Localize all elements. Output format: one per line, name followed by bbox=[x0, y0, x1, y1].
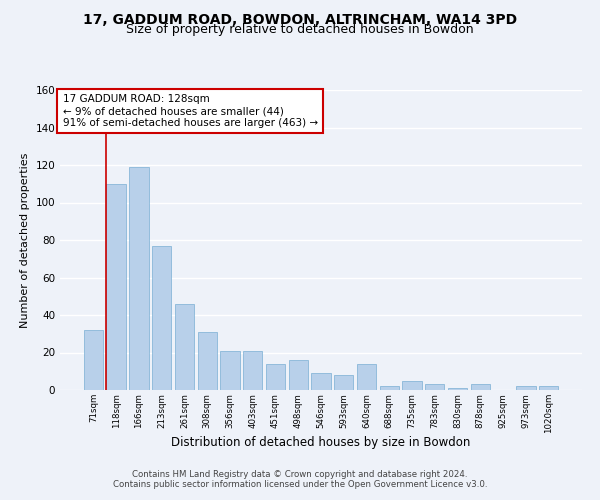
Bar bbox=[175, 304, 194, 390]
Text: 17, GADDUM ROAD, BOWDON, ALTRINCHAM, WA14 3PD: 17, GADDUM ROAD, BOWDON, ALTRINCHAM, WA1… bbox=[83, 12, 517, 26]
Bar bbox=[403, 380, 422, 390]
Y-axis label: Number of detached properties: Number of detached properties bbox=[20, 152, 30, 328]
Bar bbox=[334, 375, 353, 390]
Bar bbox=[289, 360, 308, 390]
Bar bbox=[539, 386, 558, 390]
Bar bbox=[448, 388, 467, 390]
Text: Contains public sector information licensed under the Open Government Licence v3: Contains public sector information licen… bbox=[113, 480, 487, 489]
Bar bbox=[516, 386, 536, 390]
Text: Contains HM Land Registry data © Crown copyright and database right 2024.: Contains HM Land Registry data © Crown c… bbox=[132, 470, 468, 479]
Bar bbox=[197, 332, 217, 390]
Bar bbox=[243, 350, 262, 390]
Bar bbox=[220, 350, 239, 390]
Text: Distribution of detached houses by size in Bowdon: Distribution of detached houses by size … bbox=[172, 436, 470, 449]
Bar bbox=[311, 373, 331, 390]
Text: 17 GADDUM ROAD: 128sqm
← 9% of detached houses are smaller (44)
91% of semi-deta: 17 GADDUM ROAD: 128sqm ← 9% of detached … bbox=[62, 94, 318, 128]
Bar bbox=[425, 384, 445, 390]
Bar bbox=[129, 167, 149, 390]
Bar bbox=[380, 386, 399, 390]
Text: Size of property relative to detached houses in Bowdon: Size of property relative to detached ho… bbox=[126, 22, 474, 36]
Bar bbox=[266, 364, 285, 390]
Bar bbox=[152, 246, 172, 390]
Bar bbox=[470, 384, 490, 390]
Bar bbox=[84, 330, 103, 390]
Bar bbox=[106, 184, 126, 390]
Bar bbox=[357, 364, 376, 390]
